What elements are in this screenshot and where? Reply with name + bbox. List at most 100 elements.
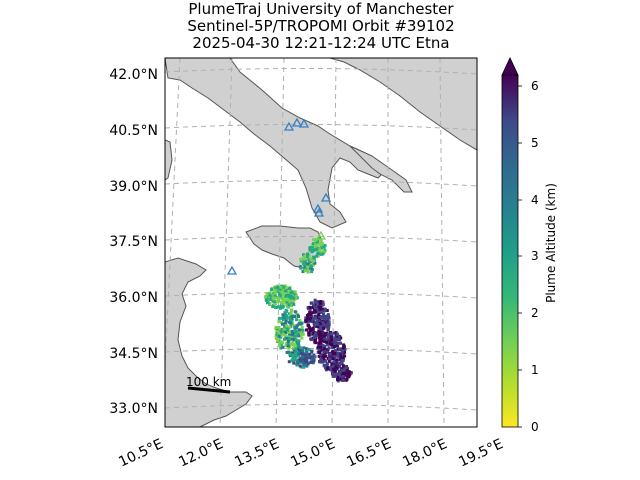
plume-pixel [279, 346, 283, 350]
plume-pixel [332, 342, 336, 346]
plume-pixel [311, 259, 315, 263]
plume-pixel [325, 350, 329, 354]
plume-pixel [330, 345, 334, 349]
land-sardinia [165, 139, 173, 181]
figure-title: PlumeTraj University of Manchester Senti… [187, 0, 454, 52]
plume-pixel [288, 318, 292, 322]
plume-pixel [313, 336, 317, 339]
lon-tick-label: 19.5°E [456, 436, 505, 470]
plume-pixel [311, 255, 315, 259]
plume-pixel [310, 270, 314, 274]
plume-pixel [274, 306, 278, 309]
plume-pixel [331, 350, 335, 354]
plume-pixel [277, 344, 281, 348]
plume-pixel [314, 241, 317, 245]
plume-pixel [333, 374, 337, 378]
plume-pixel [309, 258, 313, 262]
plume-pixel [325, 309, 329, 312]
plume-pixel [279, 340, 283, 344]
lat-tick-label: 42.0°N [109, 67, 158, 83]
plume-pixel [274, 336, 278, 340]
plume-pixel [297, 314, 300, 318]
plume-pixel [281, 322, 284, 326]
plume-pixel [327, 325, 331, 329]
plume-pixel [305, 254, 309, 258]
plume-pixel [320, 348, 324, 352]
plume-pixel [311, 249, 315, 253]
lon-tick-label: 13.5°E [232, 436, 281, 470]
plume-pixel [327, 342, 331, 346]
plume-pixel [298, 348, 302, 352]
colorbar-ticks [518, 85, 522, 428]
plume-pixel [343, 350, 346, 354]
plume-pixel [275, 332, 279, 336]
plume-pixel [293, 314, 297, 318]
plume-pixel [318, 351, 322, 354]
plume-pixel [341, 358, 345, 362]
plume-pixel [332, 368, 336, 372]
plume-pixel [297, 330, 301, 334]
plume-pixel [318, 317, 322, 321]
plume-pixel [323, 340, 327, 344]
plume-pixel [308, 311, 312, 315]
plume-pixel [336, 377, 340, 381]
plume-pixel [321, 300, 325, 304]
map-frame [164, 57, 478, 428]
plume-pixel [310, 349, 314, 353]
plume-pixel [279, 330, 283, 334]
plume-pixel [274, 325, 278, 329]
plume-pixel [331, 357, 335, 361]
plume-pixel [284, 321, 288, 325]
plume-pixel [317, 313, 321, 317]
plume-pixel [287, 333, 291, 336]
lon-tick-label: 18.0°E [400, 436, 449, 470]
plume-pixel [310, 268, 314, 272]
plume-pixel [322, 355, 326, 359]
colorbar-label: Plume Altitude (km) [544, 183, 558, 303]
plume-pixel [332, 345, 336, 348]
colorbar-tick-label: 5 [531, 136, 539, 150]
plume-pixel [277, 334, 281, 338]
plume-pixel [318, 315, 322, 318]
plume-pixel [312, 359, 316, 363]
plume-pixel [287, 290, 291, 294]
land-italy [165, 58, 387, 229]
plume-pixel [324, 359, 328, 363]
plume-pixel [327, 336, 331, 340]
plume-pixel [330, 334, 334, 338]
plume-pixel [297, 352, 301, 356]
plume-pixel [287, 360, 291, 364]
plume-pixel [325, 343, 329, 347]
plume-pixel [285, 316, 288, 320]
plume-pixel [268, 297, 272, 301]
plume-pixel [310, 315, 314, 319]
plume-pixel [333, 336, 337, 340]
plume-pixel [292, 302, 296, 306]
colorbar: 0 1 2 3 4 5 6 Plume Altitude (km) [501, 57, 558, 434]
plume-pixel [319, 337, 323, 341]
plume-pixel [324, 325, 327, 329]
plume-pixel [284, 289, 288, 293]
plume-pixel [274, 286, 278, 290]
plume-pixel [318, 321, 322, 325]
plume-pixel [314, 310, 318, 314]
plume-pixel [283, 337, 286, 341]
plume-pixel [291, 333, 295, 337]
lon-tick-label: 12.0°E [176, 436, 225, 470]
plume-pixel [295, 296, 299, 300]
plume-pixel [329, 339, 333, 343]
plume-pixel [304, 319, 308, 323]
lat-tick-label: 37.5°N [109, 234, 158, 250]
plume-pixel [281, 296, 285, 300]
plume-pixel [291, 331, 295, 335]
plume-pixel [265, 298, 269, 302]
plume-pixel [277, 316, 281, 320]
plume-pixel [279, 287, 282, 291]
plume-pixel [271, 299, 275, 303]
plume-pixel [335, 344, 339, 348]
plume-pixel [312, 303, 315, 307]
plume-pixel [324, 314, 327, 318]
plume-pixel [341, 357, 345, 361]
plume-pixel [308, 246, 312, 250]
plume-pixel [264, 295, 268, 299]
